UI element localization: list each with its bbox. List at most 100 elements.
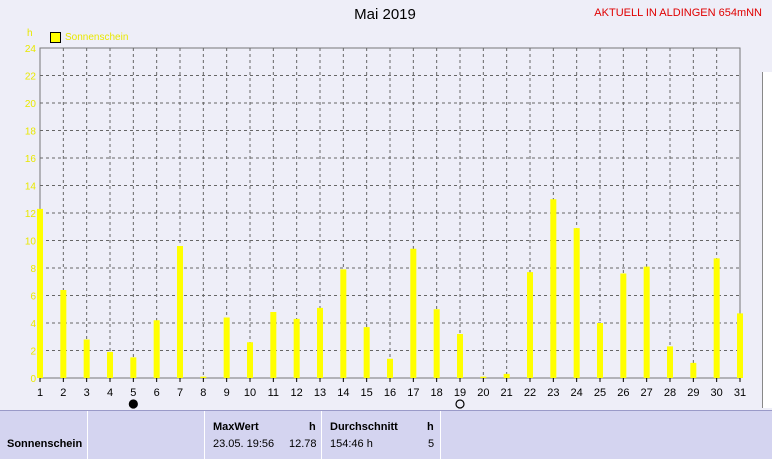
bar-day-18 [433, 309, 440, 378]
y-tick-label: 6 [30, 292, 36, 303]
bar-day-5 [130, 357, 137, 378]
x-tick-label: 14 [337, 387, 349, 399]
max-datetime: 23.05. 19:56 [213, 438, 275, 450]
row-label-cell: Sonnenschein [0, 411, 88, 459]
max-unit: h [309, 421, 316, 433]
y-tick-label: 10 [25, 237, 37, 248]
bar-day-15 [363, 327, 370, 378]
x-tick-label: 22 [524, 387, 536, 399]
x-tick-label: 17 [407, 387, 419, 399]
bar-day-14 [340, 269, 347, 378]
x-tick-label: 10 [244, 387, 256, 399]
bar-day-9 [223, 317, 230, 378]
moon-phases [128, 399, 465, 409]
y-tick-label: 24 [25, 44, 37, 55]
y-tick-label: 22 [25, 72, 37, 83]
bar-day-4 [107, 351, 113, 378]
x-tick-label: 7 [177, 387, 183, 399]
legend-label: Sonnenschein [65, 32, 129, 43]
x-tick-label: 15 [361, 387, 373, 399]
x-tick-label: 5 [130, 387, 136, 399]
bar-day-3 [83, 339, 90, 378]
info-panel: Sonnenschein MaxWert h 23.05. 19:56 12.7… [0, 410, 772, 459]
bar-day-12 [293, 318, 300, 378]
x-tick-label: 2 [60, 387, 66, 399]
x-tick-label: 4 [107, 387, 113, 399]
chart-legend: Sonnenschein [50, 32, 128, 43]
y-tick-label: 2 [30, 347, 36, 358]
y-tick-label: 12 [25, 209, 37, 220]
bar-day-23 [550, 199, 557, 378]
x-tick-label: 12 [291, 387, 303, 399]
avg-cell: Durchschnitt h 154:46 h 5 [322, 411, 441, 459]
chart-title: Mai 2019 [354, 6, 416, 23]
x-tick-label: 8 [200, 387, 206, 399]
bar-day-19 [457, 334, 463, 378]
x-tick-label: 19 [454, 387, 466, 399]
y-tick-label: 8 [30, 264, 36, 275]
x-tick-label: 3 [84, 387, 90, 399]
bar-day-1 [37, 208, 43, 378]
bar-day-22 [527, 272, 533, 378]
avg-value: 5 [428, 438, 435, 450]
bar-day-30 [713, 258, 720, 378]
x-tick-label: 29 [687, 387, 699, 399]
row-label: Sonnenschein [7, 438, 83, 450]
bar-day-7 [177, 246, 183, 378]
max-cell: MaxWert h 23.05. 19:56 12.78 [205, 411, 322, 459]
full-moon-icon [455, 399, 465, 409]
y-tick-label: 0 [30, 374, 36, 385]
bar-day-13 [317, 307, 323, 378]
new-moon-icon [128, 399, 138, 409]
bar-day-10 [247, 342, 253, 378]
y-axis-unit: h [27, 28, 33, 39]
x-tick-label: 24 [571, 387, 583, 399]
bar-day-28 [667, 346, 673, 378]
x-tick-label: 23 [547, 387, 559, 399]
legend-swatch [50, 32, 61, 43]
avg-total: 154:46 h [330, 438, 373, 450]
max-header: MaxWert [213, 421, 259, 433]
y-tick-label: 20 [25, 99, 37, 110]
bar-day-16 [387, 358, 393, 378]
y-tick-label: 14 [25, 182, 37, 193]
bar-day-21 [503, 373, 510, 378]
x-tick-label: 31 [734, 387, 746, 399]
bar-day-11 [270, 312, 277, 378]
bars [37, 199, 743, 378]
empty-cell [88, 411, 205, 459]
x-tick-label: 16 [384, 387, 396, 399]
x-tick-label: 30 [711, 387, 723, 399]
bar-day-27 [643, 266, 650, 378]
avg-header: Durchschnitt [330, 421, 398, 433]
x-tick-label: 28 [664, 387, 676, 399]
x-tick-label: 1 [37, 387, 43, 399]
bar-day-6 [153, 320, 160, 378]
x-tick-label: 20 [477, 387, 489, 399]
side-strip [762, 72, 772, 408]
y-tick-label: 4 [30, 319, 36, 330]
x-axis-ticks: 1 2 3 4 5 6 7 8 9 10 11 12 13 14 15 16 17 18 19 20 21 22 23 24 2… [37, 378, 746, 399]
x-tick-label: 13 [314, 387, 326, 399]
bar-day-31 [737, 313, 743, 378]
bar-day-2 [60, 290, 67, 378]
x-tick-label: 6 [154, 387, 160, 399]
bar-day-17 [410, 248, 417, 378]
x-tick-label: 26 [617, 387, 629, 399]
bar-day-8 [200, 376, 207, 378]
y-tick-label: 18 [25, 127, 37, 138]
bar-day-26 [620, 273, 627, 378]
station-label[interactable]: AKTUELL IN ALDINGEN 654mNN [594, 7, 762, 19]
x-tick-label: 9 [224, 387, 230, 399]
bar-day-20 [480, 376, 487, 378]
x-tick-label: 11 [268, 387, 279, 399]
x-tick-label: 27 [641, 387, 653, 399]
y-tick-label: 16 [25, 154, 37, 165]
x-tick-label: 18 [431, 387, 443, 399]
avg-unit: h [427, 421, 434, 433]
x-tick-label: 21 [501, 387, 513, 399]
bar-day-29 [690, 362, 697, 378]
bar-day-25 [597, 323, 603, 378]
